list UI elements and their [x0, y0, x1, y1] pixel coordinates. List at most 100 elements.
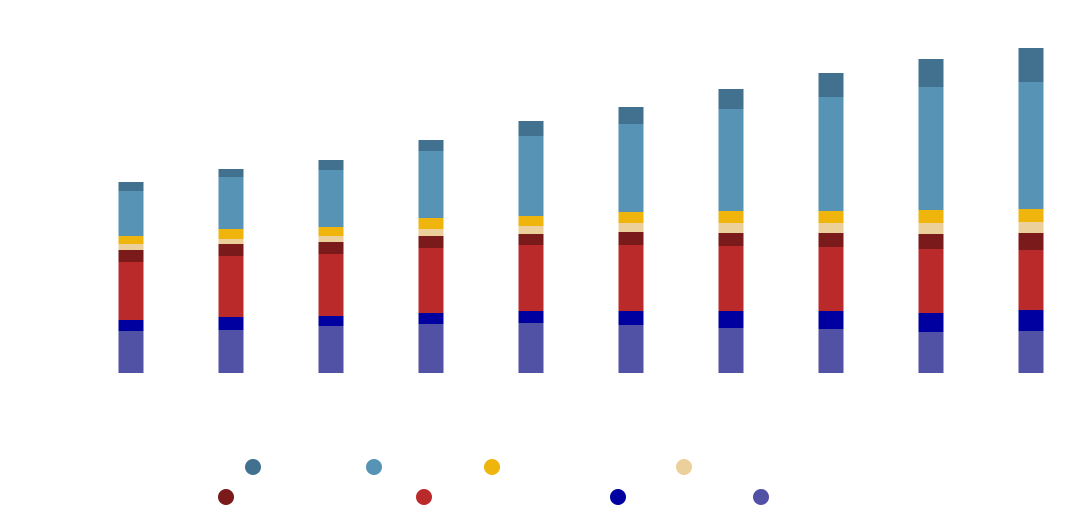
bar-segment-s2-c7	[718, 311, 744, 328]
bar-segment-s2-c6	[618, 311, 644, 325]
bar-segment-s5-c2	[218, 239, 244, 244]
bar-segment-s2-c2	[218, 317, 244, 330]
bar-segment-s8-c2	[218, 169, 244, 177]
bar-segment-s3-c6	[618, 245, 644, 311]
legend-marker-row2-3	[610, 489, 626, 505]
bar-segment-s1-c1	[118, 331, 144, 373]
legend-marker-row2-1	[218, 489, 234, 505]
legend	[218, 459, 769, 505]
bar-segment-s8-c9	[918, 59, 944, 87]
legend-marker-row2-4	[753, 489, 769, 505]
bar-segment-s6-c6	[618, 212, 644, 223]
bar-segment-s8-c5	[518, 121, 544, 136]
bar-segment-s5-c6	[618, 223, 644, 232]
bar-segment-s1-c4	[418, 324, 444, 373]
bar-segment-s1-c2	[218, 330, 244, 373]
bar-segment-s7-c10	[1018, 82, 1044, 209]
bar-segment-s7-c8	[818, 97, 844, 211]
bar-stack-4	[418, 140, 444, 373]
bar-segment-s4-c1	[118, 250, 144, 262]
bar-segment-s7-c1	[118, 191, 144, 236]
bar-segment-s6-c2	[218, 229, 244, 239]
bar-segment-s2-c5	[518, 311, 544, 323]
bar-segment-s7-c5	[518, 136, 544, 216]
bar-segment-s5-c10	[1018, 222, 1044, 233]
bar-stack-10	[1018, 48, 1044, 373]
bar-segment-s5-c1	[118, 244, 144, 250]
bar-segment-s5-c8	[818, 223, 844, 233]
bar-stack-1	[118, 182, 144, 373]
bar-segment-s8-c3	[318, 160, 344, 170]
bar-segment-s7-c9	[918, 87, 944, 210]
bar-segment-s4-c4	[418, 236, 444, 248]
bar-segment-s8-c7	[718, 89, 744, 109]
bars-layer	[118, 48, 1044, 373]
bar-segment-s6-c4	[418, 218, 444, 229]
legend-marker-row1-1	[245, 459, 261, 475]
bar-segment-s3-c5	[518, 245, 544, 311]
bar-segment-s1-c8	[818, 329, 844, 373]
bar-segment-s7-c7	[718, 109, 744, 211]
bar-segment-s1-c9	[918, 332, 944, 373]
bar-segment-s2-c4	[418, 313, 444, 324]
legend-marker-row1-3	[484, 459, 500, 475]
bar-segment-s1-c3	[318, 326, 344, 373]
bar-segment-s7-c3	[318, 170, 344, 227]
bar-segment-s3-c3	[318, 254, 344, 316]
legend-marker-row1-4	[676, 459, 692, 475]
bar-segment-s4-c5	[518, 234, 544, 245]
bar-stack-5	[518, 121, 544, 373]
bar-segment-s8-c6	[618, 107, 644, 124]
bar-segment-s2-c1	[118, 320, 144, 331]
bar-segment-s5-c5	[518, 226, 544, 234]
bar-segment-s6-c9	[918, 210, 944, 223]
bar-segment-s7-c4	[418, 151, 444, 218]
bar-segment-s3-c2	[218, 256, 244, 317]
bar-segment-s2-c9	[918, 313, 944, 332]
bar-segment-s6-c1	[118, 236, 144, 244]
bar-segment-s6-c7	[718, 211, 744, 223]
bar-segment-s7-c2	[218, 177, 244, 229]
bar-segment-s2-c8	[818, 311, 844, 329]
bar-segment-s6-c3	[318, 227, 344, 236]
bar-segment-s4-c10	[1018, 233, 1044, 250]
bar-segment-s8-c10	[1018, 48, 1044, 82]
bar-stack-9	[918, 59, 944, 373]
bar-stack-3	[318, 160, 344, 373]
bar-segment-s5-c4	[418, 229, 444, 236]
bar-segment-s6-c10	[1018, 209, 1044, 222]
bar-segment-s1-c5	[518, 323, 544, 373]
bar-segment-s2-c10	[1018, 310, 1044, 331]
bar-segment-s8-c8	[818, 73, 844, 97]
bar-segment-s6-c5	[518, 216, 544, 226]
bar-segment-s1-c6	[618, 325, 644, 373]
bar-segment-s2-c3	[318, 316, 344, 326]
bar-segment-s4-c3	[318, 242, 344, 254]
bar-segment-s1-c7	[718, 328, 744, 373]
bar-segment-s4-c9	[918, 234, 944, 249]
bar-segment-s3-c1	[118, 262, 144, 320]
bar-segment-s1-c10	[1018, 331, 1044, 373]
bar-segment-s3-c4	[418, 248, 444, 313]
bar-segment-s4-c8	[818, 233, 844, 247]
bar-segment-s8-c4	[418, 140, 444, 151]
bar-segment-s3-c8	[818, 247, 844, 311]
bar-segment-s3-c10	[1018, 250, 1044, 310]
bar-stack-7	[718, 89, 744, 373]
bar-segment-s8-c1	[118, 182, 144, 191]
bar-segment-s5-c3	[318, 236, 344, 242]
bar-segment-s6-c8	[818, 211, 844, 223]
legend-marker-row2-2	[416, 489, 432, 505]
bar-segment-s3-c9	[918, 249, 944, 313]
bar-segment-s4-c6	[618, 232, 644, 245]
bar-segment-s4-c2	[218, 244, 244, 256]
bar-stack-6	[618, 107, 644, 373]
bar-stack-8	[818, 73, 844, 373]
bar-segment-s5-c9	[918, 223, 944, 234]
legend-marker-row1-2	[366, 459, 382, 475]
bar-segment-s3-c7	[718, 246, 744, 311]
bar-segment-s7-c6	[618, 124, 644, 212]
bar-segment-s4-c7	[718, 233, 744, 246]
